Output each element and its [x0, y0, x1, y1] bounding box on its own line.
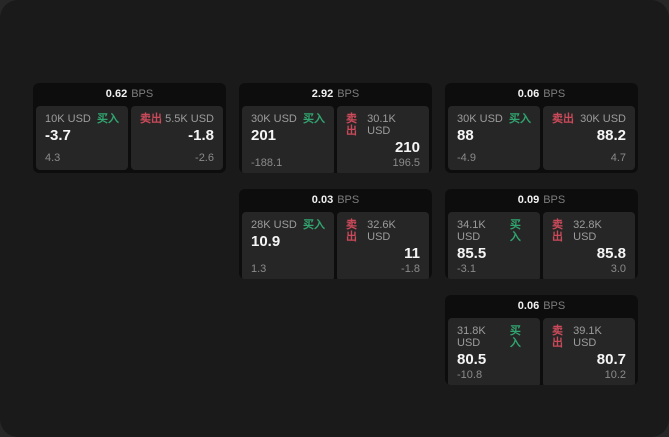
bps-unit-label: BPS: [543, 194, 566, 206]
bps-unit-label: BPS: [543, 88, 566, 100]
sell-quote-panel[interactable]: 卖出 30K USD 88.2 4.7: [543, 106, 635, 170]
sell-amount-label: 30K USD: [580, 113, 626, 125]
quote-card: 0.09 BPS 34.1K USD 买入 85.5 -3.1 卖出: [445, 189, 638, 279]
quote-card: 0.03 BPS 28K USD 买入 10.9 1.3 卖出: [239, 189, 432, 279]
bps-header: 0.09 BPS: [445, 189, 638, 212]
bps-header: 2.92 BPS: [239, 83, 432, 106]
sell-amount-label: 32.6K USD: [367, 219, 396, 244]
buy-side-badge: 买入: [303, 219, 325, 231]
sell-delta-value: 3.0: [610, 262, 626, 275]
sell-amount-label: 39.1K USD: [573, 325, 602, 350]
quote-card-body: 10K USD 买入 -3.7 4.3 卖出 5.5K USD -1.8 -2.…: [33, 106, 226, 173]
sell-delta-value: -1.8: [401, 262, 420, 275]
sell-delta-value: -2.6: [195, 151, 214, 164]
sell-delta-value: 10.2: [604, 368, 626, 381]
buy-quote-panel[interactable]: 31.8K USD 买入 80.5 -10.8: [448, 318, 540, 385]
sell-amount-label: 5.5K USD: [165, 113, 214, 125]
quote-card-body: 30K USD 买入 201 -188.1 卖出 30.1K USD 210 1…: [239, 106, 432, 173]
buy-quote-panel[interactable]: 30K USD 买入 88 -4.9: [448, 106, 540, 170]
sell-delta-value: 196.5: [392, 156, 420, 169]
sell-quote-panel[interactable]: 卖出 5.5K USD -1.8 -2.6: [131, 106, 223, 170]
buy-amount-label: 28K USD: [251, 219, 297, 231]
quote-card: 2.92 BPS 30K USD 买入 201 -188.1 卖出: [239, 83, 432, 173]
buy-side-badge: 买入: [97, 113, 119, 125]
buy-price-value: -3.7: [45, 127, 71, 145]
sell-price-value: 210: [394, 139, 420, 157]
quote-card-grid: 0.62 BPS 10K USD 买入 -3.7 4.3 卖出: [33, 83, 638, 385]
bps-header: 0.06 BPS: [445, 83, 638, 106]
buy-amount-label: 30K USD: [457, 113, 503, 125]
buy-delta-value: -4.9: [457, 151, 476, 164]
quote-card: 0.06 BPS 31.8K USD 买入 80.5 -10.8 卖: [445, 295, 638, 385]
sell-quote-panel[interactable]: 卖出 32.6K USD 11 -1.8: [337, 212, 429, 279]
buy-amount-label: 31.8K USD: [457, 325, 486, 350]
buy-delta-value: -10.8: [457, 368, 483, 381]
sell-side-badge: 卖出: [140, 113, 162, 125]
bps-value: 0.03: [311, 194, 334, 206]
buy-quote-panel[interactable]: 34.1K USD 买入 85.5 -3.1: [448, 212, 540, 279]
quote-card-body: 34.1K USD 买入 85.5 -3.1 卖出 32.8K USD 85.8…: [445, 212, 638, 279]
bps-value: 0.06: [517, 300, 540, 312]
sell-amount-label: 32.8K USD: [573, 219, 602, 244]
bps-unit-label: BPS: [337, 88, 360, 100]
sell-price-value: 88.2: [596, 127, 626, 145]
sell-amount-label: 30.1K USD: [367, 113, 396, 138]
bps-unit-label: BPS: [337, 194, 360, 206]
buy-price-value: 88: [457, 127, 474, 145]
bps-value: 2.92: [311, 88, 334, 100]
sell-delta-value: 4.7: [610, 151, 626, 164]
sell-side-badge: 卖出: [552, 113, 574, 125]
sell-side-badge: 卖出: [552, 219, 563, 244]
buy-price-value: 85.5: [457, 245, 487, 263]
sell-side-badge: 卖出: [552, 325, 563, 350]
buy-delta-value: -3.1: [457, 262, 476, 275]
bps-unit-label: BPS: [131, 88, 154, 100]
bps-unit-label: BPS: [543, 300, 566, 312]
sell-quote-panel[interactable]: 卖出 39.1K USD 80.7 10.2: [543, 318, 635, 385]
buy-side-badge: 买入: [509, 325, 521, 350]
sell-quote-panel[interactable]: 卖出 32.8K USD 85.8 3.0: [543, 212, 635, 279]
buy-amount-label: 10K USD: [45, 113, 91, 125]
quote-card: 0.06 BPS 30K USD 买入 88 -4.9 卖出: [445, 83, 638, 173]
buy-amount-label: 30K USD: [251, 113, 297, 125]
sell-price-value: -1.8: [188, 127, 214, 145]
sell-quote-panel[interactable]: 卖出 30.1K USD 210 196.5: [337, 106, 429, 173]
bps-value: 0.62: [105, 88, 128, 100]
sell-price-value: 11: [404, 245, 420, 263]
buy-amount-label: 34.1K USD: [457, 219, 486, 244]
buy-side-badge: 买入: [303, 113, 325, 125]
buy-price-value: 10.9: [251, 233, 281, 251]
buy-delta-value: 4.3: [45, 151, 61, 164]
sell-price-value: 80.7: [596, 351, 626, 369]
bps-header: 0.03 BPS: [239, 189, 432, 212]
buy-price-value: 80.5: [457, 351, 487, 369]
buy-delta-value: 1.3: [251, 262, 267, 275]
sell-side-badge: 卖出: [346, 113, 357, 138]
quote-card: 0.62 BPS 10K USD 买入 -3.7 4.3 卖出: [33, 83, 226, 173]
buy-quote-panel[interactable]: 10K USD 买入 -3.7 4.3: [36, 106, 128, 170]
buy-side-badge: 买入: [509, 113, 531, 125]
buy-quote-panel[interactable]: 28K USD 买入 10.9 1.3: [242, 212, 334, 279]
quote-card-body: 31.8K USD 买入 80.5 -10.8 卖出 39.1K USD 80.…: [445, 318, 638, 385]
quote-card-body: 28K USD 买入 10.9 1.3 卖出 32.6K USD 11 -1.8: [239, 212, 432, 279]
quote-card-body: 30K USD 买入 88 -4.9 卖出 30K USD 88.2 4.7: [445, 106, 638, 173]
sell-price-value: 85.8: [596, 245, 626, 263]
bps-header: 0.62 BPS: [33, 83, 226, 106]
sell-side-badge: 卖出: [346, 219, 357, 244]
buy-price-value: 201: [251, 127, 277, 145]
buy-side-badge: 买入: [509, 219, 521, 244]
bps-value: 0.09: [517, 194, 540, 206]
bps-header: 0.06 BPS: [445, 295, 638, 318]
bps-value: 0.06: [517, 88, 540, 100]
buy-quote-panel[interactable]: 30K USD 买入 201 -188.1: [242, 106, 334, 173]
buy-delta-value: -188.1: [251, 156, 283, 169]
